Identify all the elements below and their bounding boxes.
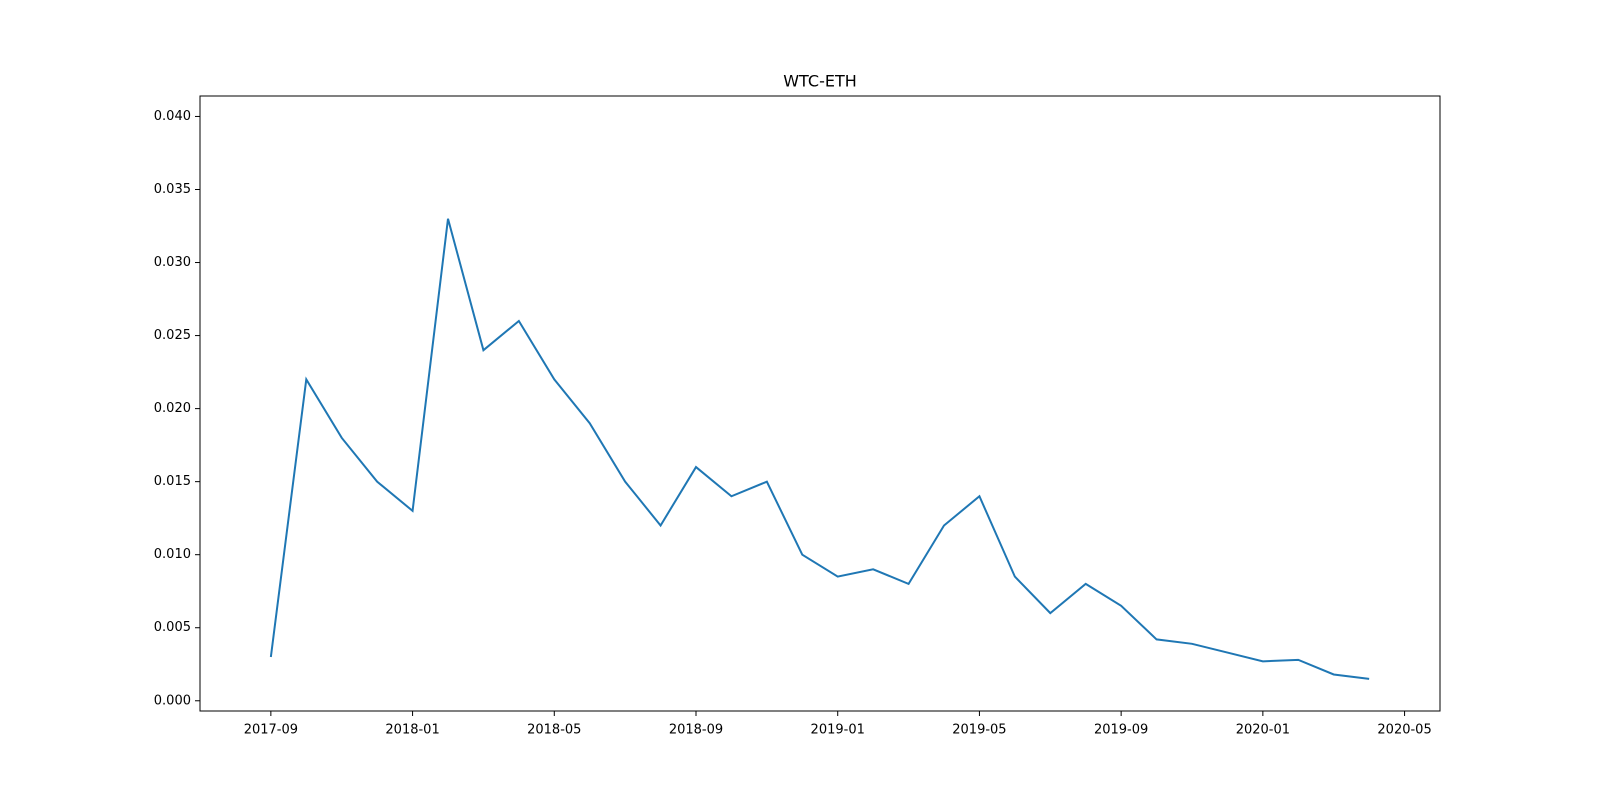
x-tick-label: 2017-09 bbox=[244, 723, 298, 738]
y-tick-label: 0.035 bbox=[154, 182, 191, 197]
axes-frame bbox=[199, 95, 1441, 712]
x-tick-label: 2019-09 bbox=[1094, 723, 1148, 738]
line-series bbox=[269, 218, 1370, 680]
y-tick-label: 0.015 bbox=[154, 474, 191, 489]
y-tick-label: 0.010 bbox=[154, 547, 191, 562]
y-tick-label: 0.000 bbox=[154, 693, 191, 708]
chart-title: WTC-ETH bbox=[783, 72, 857, 91]
x-tick-label: 2019-01 bbox=[811, 723, 865, 738]
y-tick-label: 0.040 bbox=[154, 109, 191, 124]
x-tick-label: 2018-01 bbox=[385, 723, 439, 738]
x-tick-label: 2020-01 bbox=[1236, 723, 1290, 738]
y-tick-label: 0.020 bbox=[154, 401, 191, 416]
y-tick-label: 0.025 bbox=[154, 328, 191, 343]
x-tick-label: 2020-05 bbox=[1377, 723, 1431, 738]
y-tick-label: 0.005 bbox=[154, 620, 191, 635]
x-tick-label: 2018-09 bbox=[669, 723, 723, 738]
x-tick-label: 2018-05 bbox=[527, 723, 581, 738]
x-tick-label: 2019-05 bbox=[952, 723, 1006, 738]
y-tick-label: 0.030 bbox=[154, 255, 191, 270]
